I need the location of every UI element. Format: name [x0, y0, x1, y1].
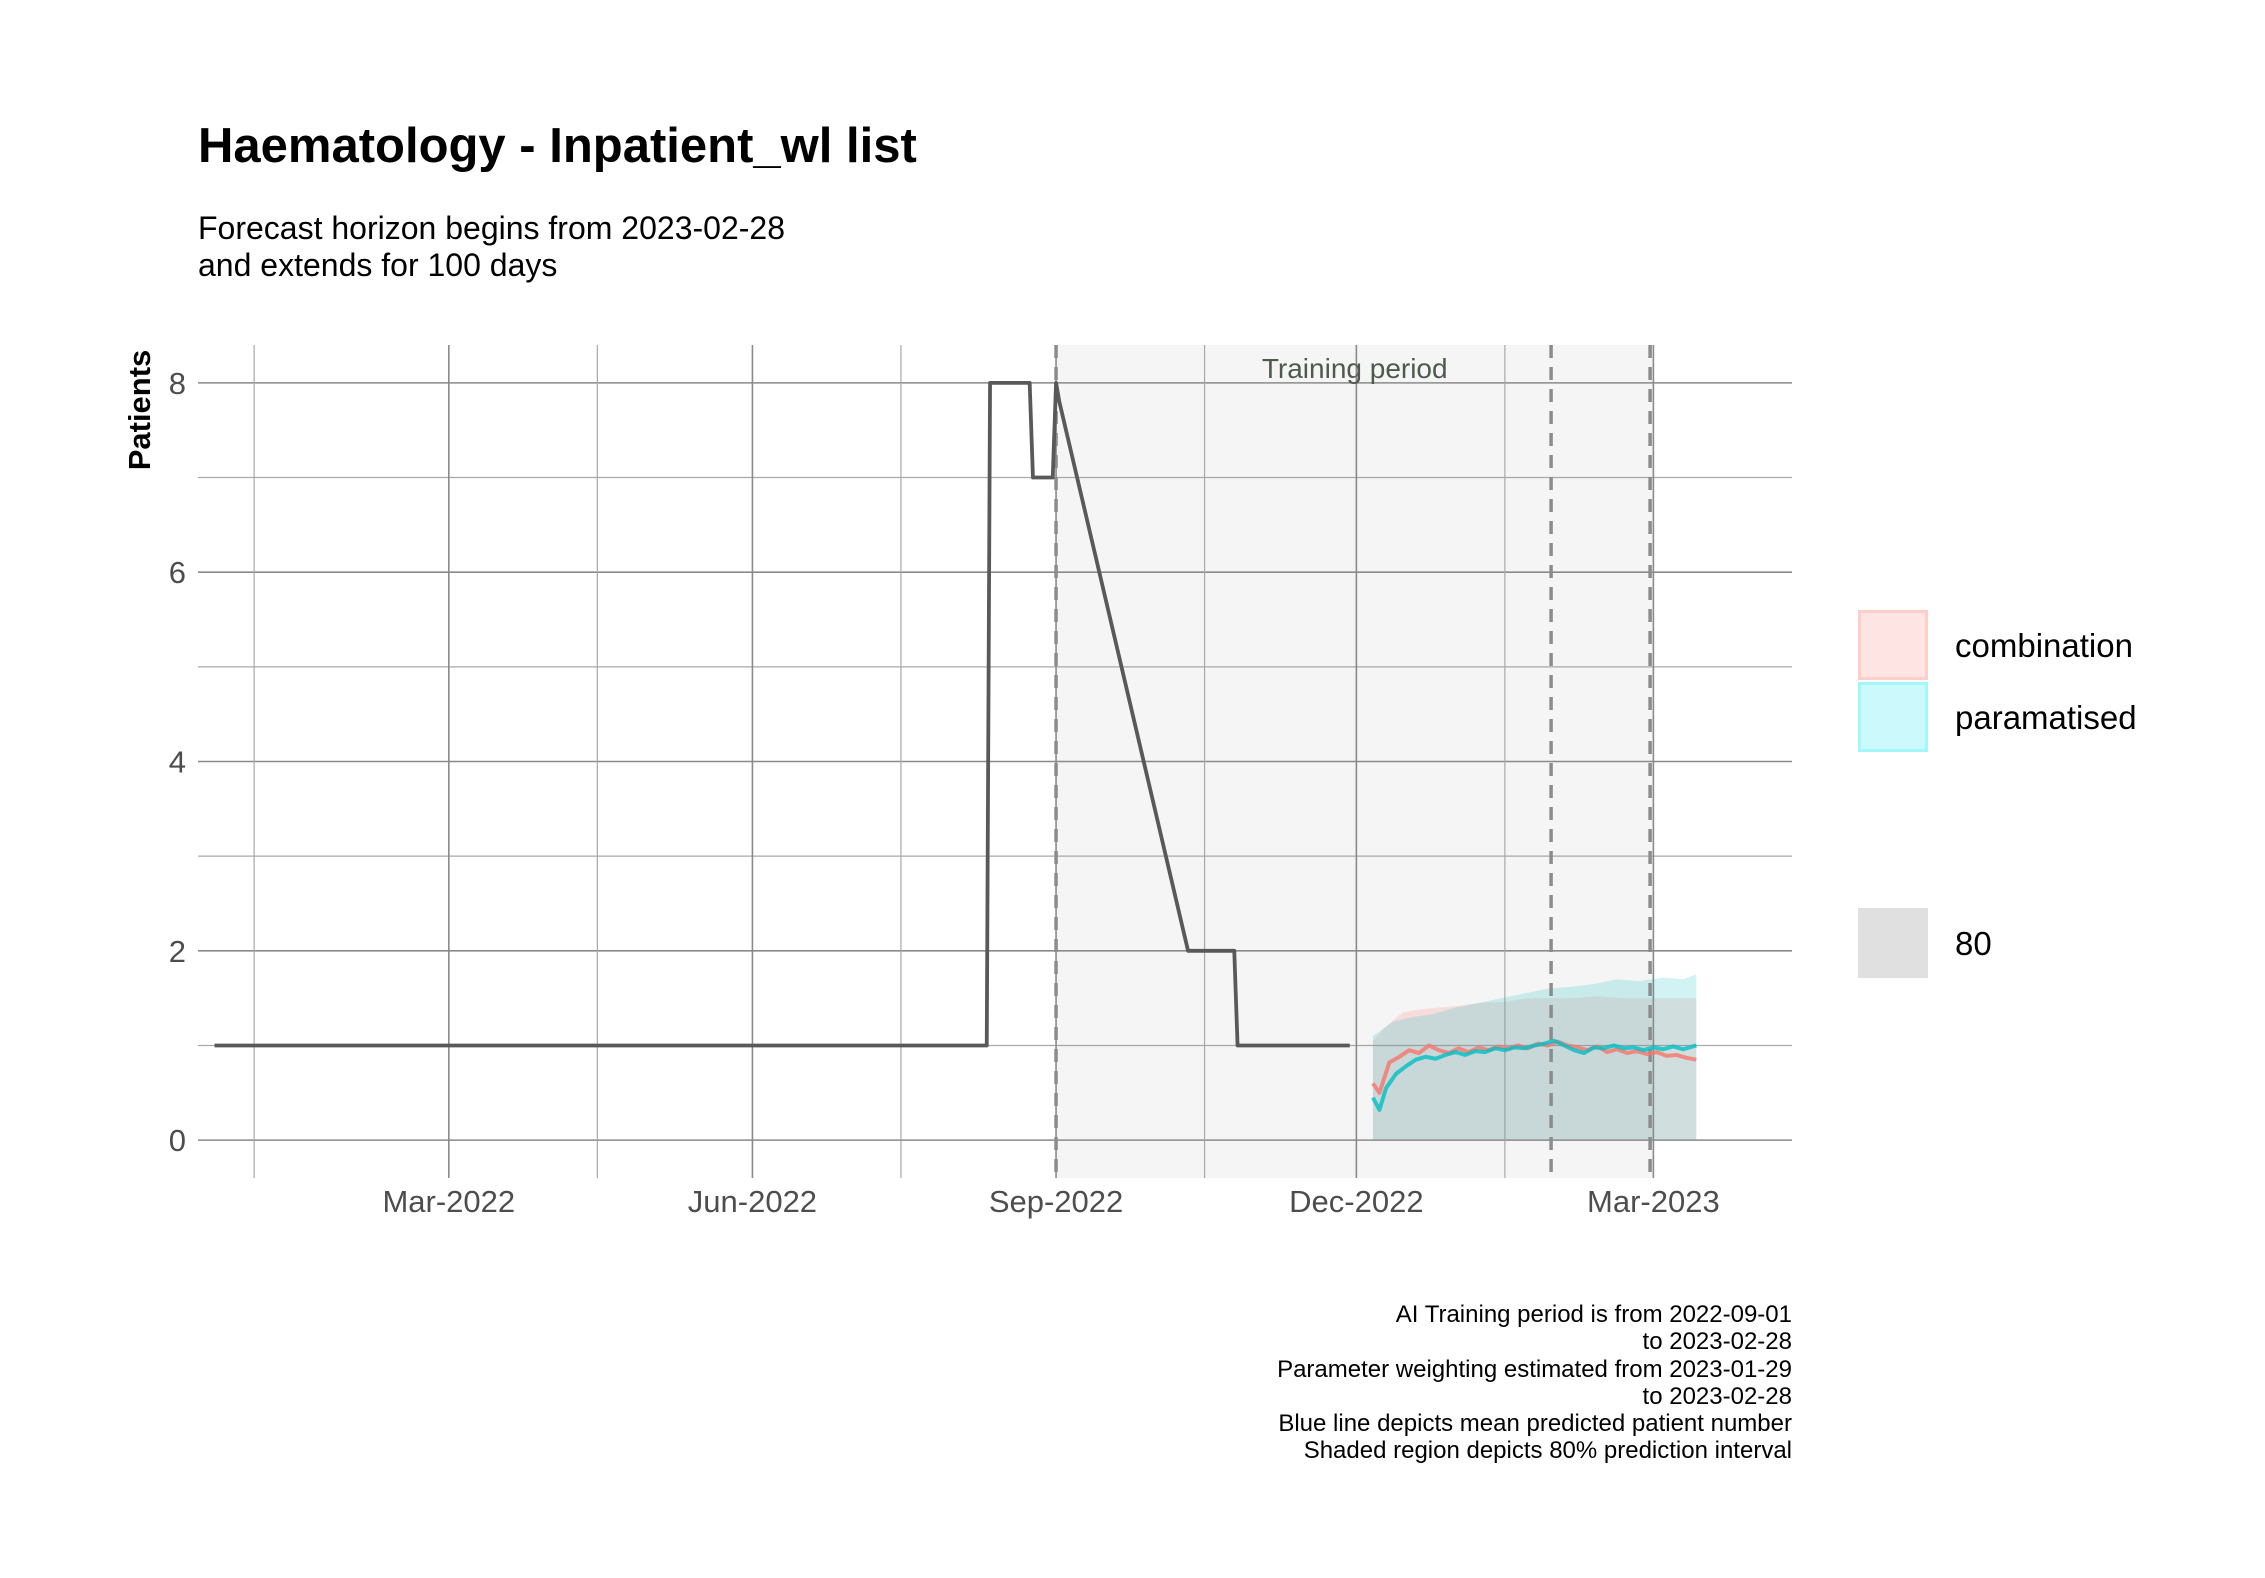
- legend-key-paramatised: [1858, 682, 1928, 752]
- x-tick-label: Dec-2022: [1289, 1184, 1423, 1219]
- x-tick-label: Mar-2022: [382, 1184, 515, 1219]
- training-period-label: Training period: [1262, 353, 1448, 384]
- legend-label-interval: 80: [1955, 925, 1992, 962]
- caption-line-4: to 2023-02-28: [1642, 1382, 1792, 1410]
- observed-line: [214, 380, 1350, 1048]
- legend-key-interval: [1858, 908, 1928, 978]
- subtitle-line-1: Forecast horizon begins from 2023-02-28: [198, 210, 785, 246]
- y-tick-label: 8: [169, 366, 186, 401]
- legend-item-interval: 80: [1858, 904, 2218, 978]
- x-tick-label: Jun-2022: [688, 1184, 817, 1219]
- x-tick-label: Sep-2022: [989, 1184, 1123, 1219]
- mean-line-paramatised: [1371, 1038, 1697, 1112]
- legend-item-combination: combination: [1858, 606, 2218, 680]
- legend-key-combination: [1858, 610, 1928, 680]
- y-tick-label: 6: [169, 555, 186, 590]
- legend-item-paramatised: paramatised: [1858, 678, 2218, 752]
- y-tick-label: 4: [169, 745, 186, 780]
- y-tick-label: 0: [169, 1123, 186, 1158]
- caption-line-2: to 2023-02-28: [1642, 1328, 1792, 1356]
- legend-label-combination: combination: [1955, 627, 2133, 664]
- y-axis-label: Patients: [122, 350, 157, 471]
- caption-line-3: Parameter weighting estimated from 2023-…: [1277, 1355, 1792, 1383]
- chart-caption: AI Training period is from 2022-09-01 to…: [1277, 1301, 1792, 1465]
- interval-band-combination: [1372, 996, 1697, 1141]
- interval-band-paramatised: [1372, 974, 1697, 1141]
- legend-label-paramatised: paramatised: [1955, 699, 2137, 736]
- x-tick-label: Mar-2023: [1587, 1184, 1720, 1219]
- y-tick-label: 2: [169, 934, 186, 969]
- caption-line-5: Blue line depicts mean predicted patient…: [1278, 1410, 1792, 1438]
- chart-subtitle: Forecast horizon begins from 2023-02-28 …: [198, 210, 785, 284]
- caption-line-1: AI Training period is from 2022-09-01: [1395, 1301, 1792, 1328]
- subtitle-line-2: and extends for 100 days: [198, 247, 558, 283]
- caption-line-6: Shaded region depicts 80% prediction int…: [1303, 1437, 1792, 1465]
- chart-title: Haematology - Inpatient_wl list: [198, 119, 917, 173]
